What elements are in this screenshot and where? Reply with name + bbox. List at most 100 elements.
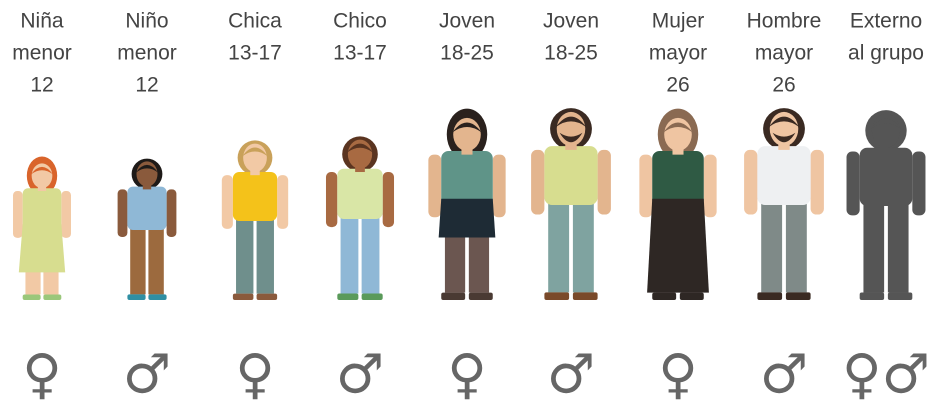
column-label: Joven (543, 10, 599, 33)
column: Externoal grupo♀♂ (842, 10, 930, 406)
leg (130, 227, 145, 294)
arm (639, 155, 652, 218)
column-label: 13-17 (333, 42, 387, 65)
column-label: 12 (135, 74, 158, 97)
column-label: mayor (649, 42, 707, 65)
arm (704, 155, 717, 218)
shoe (888, 292, 912, 300)
person-figure (428, 109, 505, 300)
leg (236, 218, 253, 294)
arm (383, 172, 394, 227)
column-label: 13-17 (228, 42, 282, 65)
shoe (573, 292, 598, 300)
page: Niñamenor12♀Niñomenor12♂Chica13-17♀Chico… (0, 0, 930, 406)
person-figure (744, 108, 824, 300)
column-label: 18-25 (440, 42, 494, 65)
leg (761, 201, 782, 292)
arm (531, 150, 544, 215)
gender-symbol: ♀ (447, 343, 487, 406)
leg (548, 201, 569, 292)
arm (277, 175, 288, 229)
person-figure (639, 109, 716, 300)
column: Hombre mayor 26 ♂ (744, 10, 824, 406)
leg (786, 201, 807, 292)
shoe (757, 292, 782, 300)
leg (362, 216, 380, 294)
torso (860, 148, 913, 206)
arm (61, 191, 71, 238)
shoe (43, 294, 61, 300)
gender-symbol: ♂ (760, 343, 808, 406)
leg (573, 201, 594, 292)
column-label: Chica (228, 10, 282, 33)
column-label: menor (117, 42, 177, 65)
arm (326, 172, 337, 227)
column-label: 26 (772, 74, 795, 97)
torso (233, 172, 277, 221)
person-figure (847, 110, 926, 300)
arm (222, 175, 233, 229)
column-label: Externo (850, 10, 922, 33)
column-label: Hombre (747, 10, 822, 33)
column-label: menor (12, 42, 72, 65)
person-figure (222, 140, 288, 300)
arm (167, 189, 177, 237)
arm (13, 191, 23, 238)
gender-symbol: ♀ (22, 343, 62, 406)
column: Joven 18-25 ♂ (531, 10, 611, 406)
arm (428, 155, 441, 218)
torso (544, 146, 597, 205)
arm (847, 151, 860, 215)
leg (341, 216, 359, 294)
torso (127, 187, 166, 230)
shoe (362, 294, 383, 300)
shoe (337, 294, 358, 300)
skirt (439, 199, 496, 238)
column-label: Niña (20, 10, 64, 33)
torso (337, 169, 382, 219)
shoe (469, 293, 493, 300)
person-figure (13, 156, 71, 300)
leg (257, 218, 274, 294)
gender-symbol: ♂ (336, 343, 384, 406)
torso (757, 146, 810, 205)
column: Niño menor 12 ♂ (117, 10, 177, 406)
column-label: 12 (30, 74, 53, 97)
arm (598, 150, 611, 215)
column-label: 18-25 (544, 42, 598, 65)
dress (647, 199, 709, 293)
infographic: Niñamenor12♀Niñomenor12♂Chica13-17♀Chico… (0, 0, 930, 406)
column: Chica 13-17 ♀ (222, 10, 288, 406)
leg (888, 202, 909, 292)
arm (118, 189, 128, 237)
leg (148, 227, 163, 294)
column: Joven 18-25 ♀ (428, 10, 505, 406)
gender-symbol: ♀ (658, 343, 698, 406)
shoe (860, 292, 884, 300)
gender-symbol: ♀ (235, 343, 275, 406)
column-label: Joven (439, 10, 495, 33)
column-label: mayor (755, 42, 813, 65)
shoe (652, 293, 676, 300)
person-figure (326, 136, 394, 300)
shoe (23, 294, 41, 300)
gender-symbol: ♂ (123, 343, 171, 406)
arm (811, 150, 824, 215)
shoe (441, 293, 465, 300)
column-label: Niño (125, 10, 168, 33)
leg (863, 202, 884, 292)
shoe (257, 294, 278, 300)
gender-symbol: ♂ (547, 343, 595, 406)
dress (19, 224, 65, 272)
shoe (148, 294, 166, 300)
shoe (127, 294, 145, 300)
shoe (786, 292, 811, 300)
gender-symbol: ♀♂ (842, 343, 930, 406)
column: Niña menor 12 ♀ (12, 10, 72, 406)
person-figure (531, 108, 611, 300)
arm (493, 155, 506, 218)
column-label: 26 (666, 74, 689, 97)
shoe (680, 293, 704, 300)
